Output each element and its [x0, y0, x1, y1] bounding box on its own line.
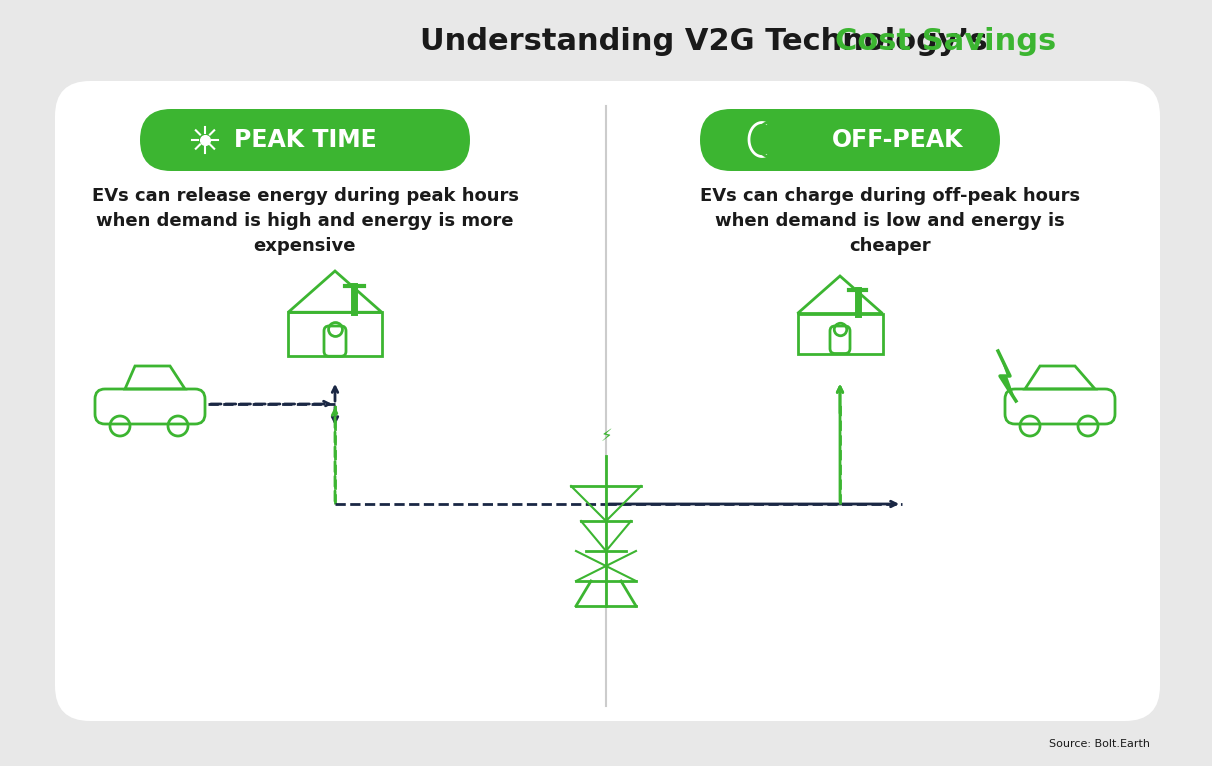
Text: Cost Savings: Cost Savings — [835, 27, 1056, 55]
FancyBboxPatch shape — [141, 109, 470, 171]
Text: EVs can release energy during peak hours
when demand is high and energy is more
: EVs can release energy during peak hours… — [91, 187, 519, 255]
Text: OFF-PEAK: OFF-PEAK — [833, 127, 964, 152]
Text: Understanding V2G Technology’s: Understanding V2G Technology’s — [421, 27, 999, 55]
Text: ⚡: ⚡ — [600, 427, 612, 445]
Text: Source: Bolt.Earth: Source: Bolt.Earth — [1050, 739, 1150, 749]
Text: PEAK TIME: PEAK TIME — [234, 127, 377, 152]
Text: EVs can charge during off-peak hours
when demand is low and energy is
cheaper: EVs can charge during off-peak hours whe… — [701, 187, 1080, 255]
FancyBboxPatch shape — [701, 109, 1000, 171]
Polygon shape — [997, 351, 1016, 401]
FancyBboxPatch shape — [55, 81, 1160, 721]
